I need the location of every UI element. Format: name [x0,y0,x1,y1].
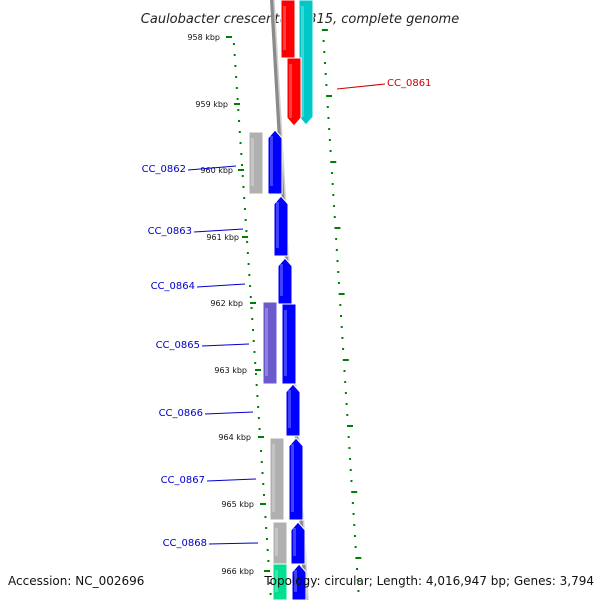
blue-gene-0862 [267,129,283,195]
leader-line [204,411,254,415]
leader-line [336,83,386,90]
red-gene-upper-highlight [283,6,286,50]
blue-gene-0868-highlight [293,528,296,556]
blue-gene-0867 [288,437,304,521]
gray-gene-0867 [269,437,285,521]
tick-label: 963 kbp [214,366,247,375]
blue-gene-0864 [277,257,293,305]
blue-gene-bottom-highlight [294,570,297,592]
blue-gene-0865 [281,303,297,385]
gray-gene-0862-highlight [251,138,254,186]
leader-line [208,542,259,545]
gray-gene-0867-highlight [272,444,275,512]
blue-gene-0866-highlight [288,390,291,428]
tick-label: 964 kbp [218,433,251,442]
blue-gene-0865-highlight [284,310,287,376]
blue-gene-0868 [290,521,306,565]
tick-label: 960 kbp [200,166,233,175]
gene-label[interactable]: CC_0862 [142,164,186,175]
gray-gene-0862 [248,131,264,195]
accession-text: Accession: NC_002696 [8,574,145,588]
tick-label: 965 kbp [221,500,254,509]
scale-ticks: 958 kbp 959 kbp 960 kbp 961 kbp 962 kbp 963 k… [187,29,362,595]
cyan-gene-0861-highlight [301,6,304,117]
blue-gene-0863-highlight [276,202,279,248]
gene-labels: CC_0861 CC_0862 CC_0863 CC_0864 CC_0865 CC_08… [142,78,432,549]
leader-line [193,228,244,233]
blue-gene-0867-highlight [291,444,294,512]
blue-gene-0863 [273,195,289,257]
red-gene-lower [286,57,302,127]
red-gene-lower-highlight [289,64,292,118]
tick-label: 962 kbp [210,299,243,308]
blue-gene-0866 [285,383,301,437]
leader-line [196,283,246,288]
gene-label[interactable]: CC_0861 [387,78,431,89]
gene-label[interactable]: CC_0868 [163,538,207,549]
leader-line [206,478,257,482]
gene-label[interactable]: CC_0863 [148,226,192,237]
purple-gene-0865-highlight [265,308,268,376]
summary-text: Topology: circular; Length: 4,016,947 bp… [264,574,594,588]
leader-line [201,343,250,347]
gene-label[interactable]: CC_0867 [161,475,205,486]
feature-tracks [248,0,314,600]
gene-label[interactable]: CC_0865 [156,340,200,351]
blue-gene-0864-highlight [280,264,283,296]
purple-gene-0865 [262,301,278,385]
green-gene-bottom-highlight [275,570,278,592]
tick-label: 958 kbp [187,33,220,42]
tick-label: 966 kbp [221,567,254,576]
leader-line [187,165,237,171]
green-gene-bottom [272,563,288,600]
blue-gene-0862-highlight [270,136,273,186]
gene-label[interactable]: CC_0864 [151,281,195,292]
tick-label: 959 kbp [195,100,228,109]
gray-gene-0868-highlight [275,528,278,556]
tick-label: 961 kbp [206,233,239,242]
blue-gene-bottom [291,563,307,600]
gene-label[interactable]: CC_0866 [159,408,203,419]
